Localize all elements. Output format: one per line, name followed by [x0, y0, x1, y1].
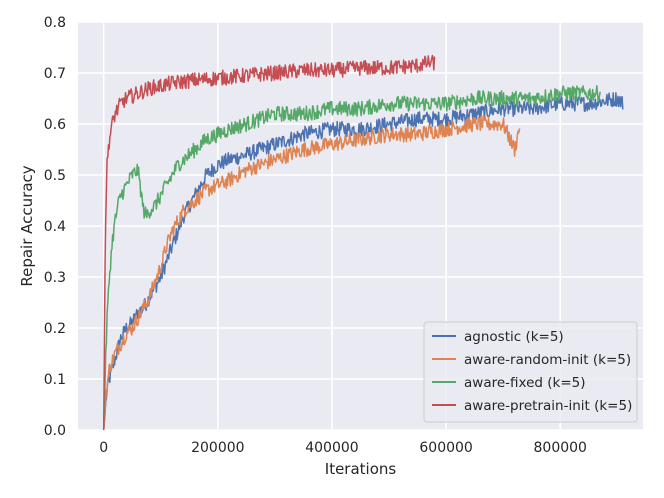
legend-box — [423, 321, 638, 423]
y-tick-label: 0.7 — [44, 66, 66, 82]
legend-label-aware-pretrain-init: aware-pretrain-init (k=5) — [464, 398, 632, 414]
x-tick-label: 600000 — [419, 440, 472, 456]
legend-label-aware-fixed: aware-fixed (k=5) — [464, 375, 586, 391]
series-line-2 — [102, 85, 601, 431]
y-tick-label: 0.6 — [44, 117, 66, 133]
x-tick-label: 0 — [99, 440, 108, 456]
series-line-3 — [102, 54, 436, 431]
x-tick-label: 800000 — [534, 440, 587, 456]
legend-label-agnostic: agnostic (k=5) — [464, 329, 564, 345]
series-line-0 — [102, 92, 624, 431]
series-line-1 — [102, 115, 521, 431]
x-tick-label: 200000 — [191, 440, 244, 456]
y-tick-label: 0.4 — [44, 219, 66, 235]
legend: agnostic (k=5) aware-random-init (k=5) a… — [423, 321, 638, 423]
y-axis-title: Repair Accuracy — [18, 165, 36, 286]
y-tick-label: 0.3 — [44, 270, 66, 286]
y-tick-label: 0.0 — [44, 423, 66, 439]
y-tick-labels: 0.0 0.1 0.2 0.3 0.4 0.5 0.6 0.7 0.8 — [44, 15, 66, 439]
y-tick-label: 0.5 — [44, 168, 66, 184]
grid — [78, 21, 643, 431]
legend-label-aware-random-init: aware-random-init (k=5) — [464, 352, 631, 368]
x-tick-labels: 0 200000 400000 600000 800000 — [99, 440, 587, 456]
y-tick-label: 0.1 — [44, 372, 66, 388]
series-lines — [102, 54, 624, 431]
y-tick-label: 0.8 — [44, 15, 66, 31]
y-tick-label: 0.2 — [44, 321, 66, 337]
x-tick-label: 400000 — [305, 440, 358, 456]
x-axis-title: Iterations — [325, 460, 397, 478]
